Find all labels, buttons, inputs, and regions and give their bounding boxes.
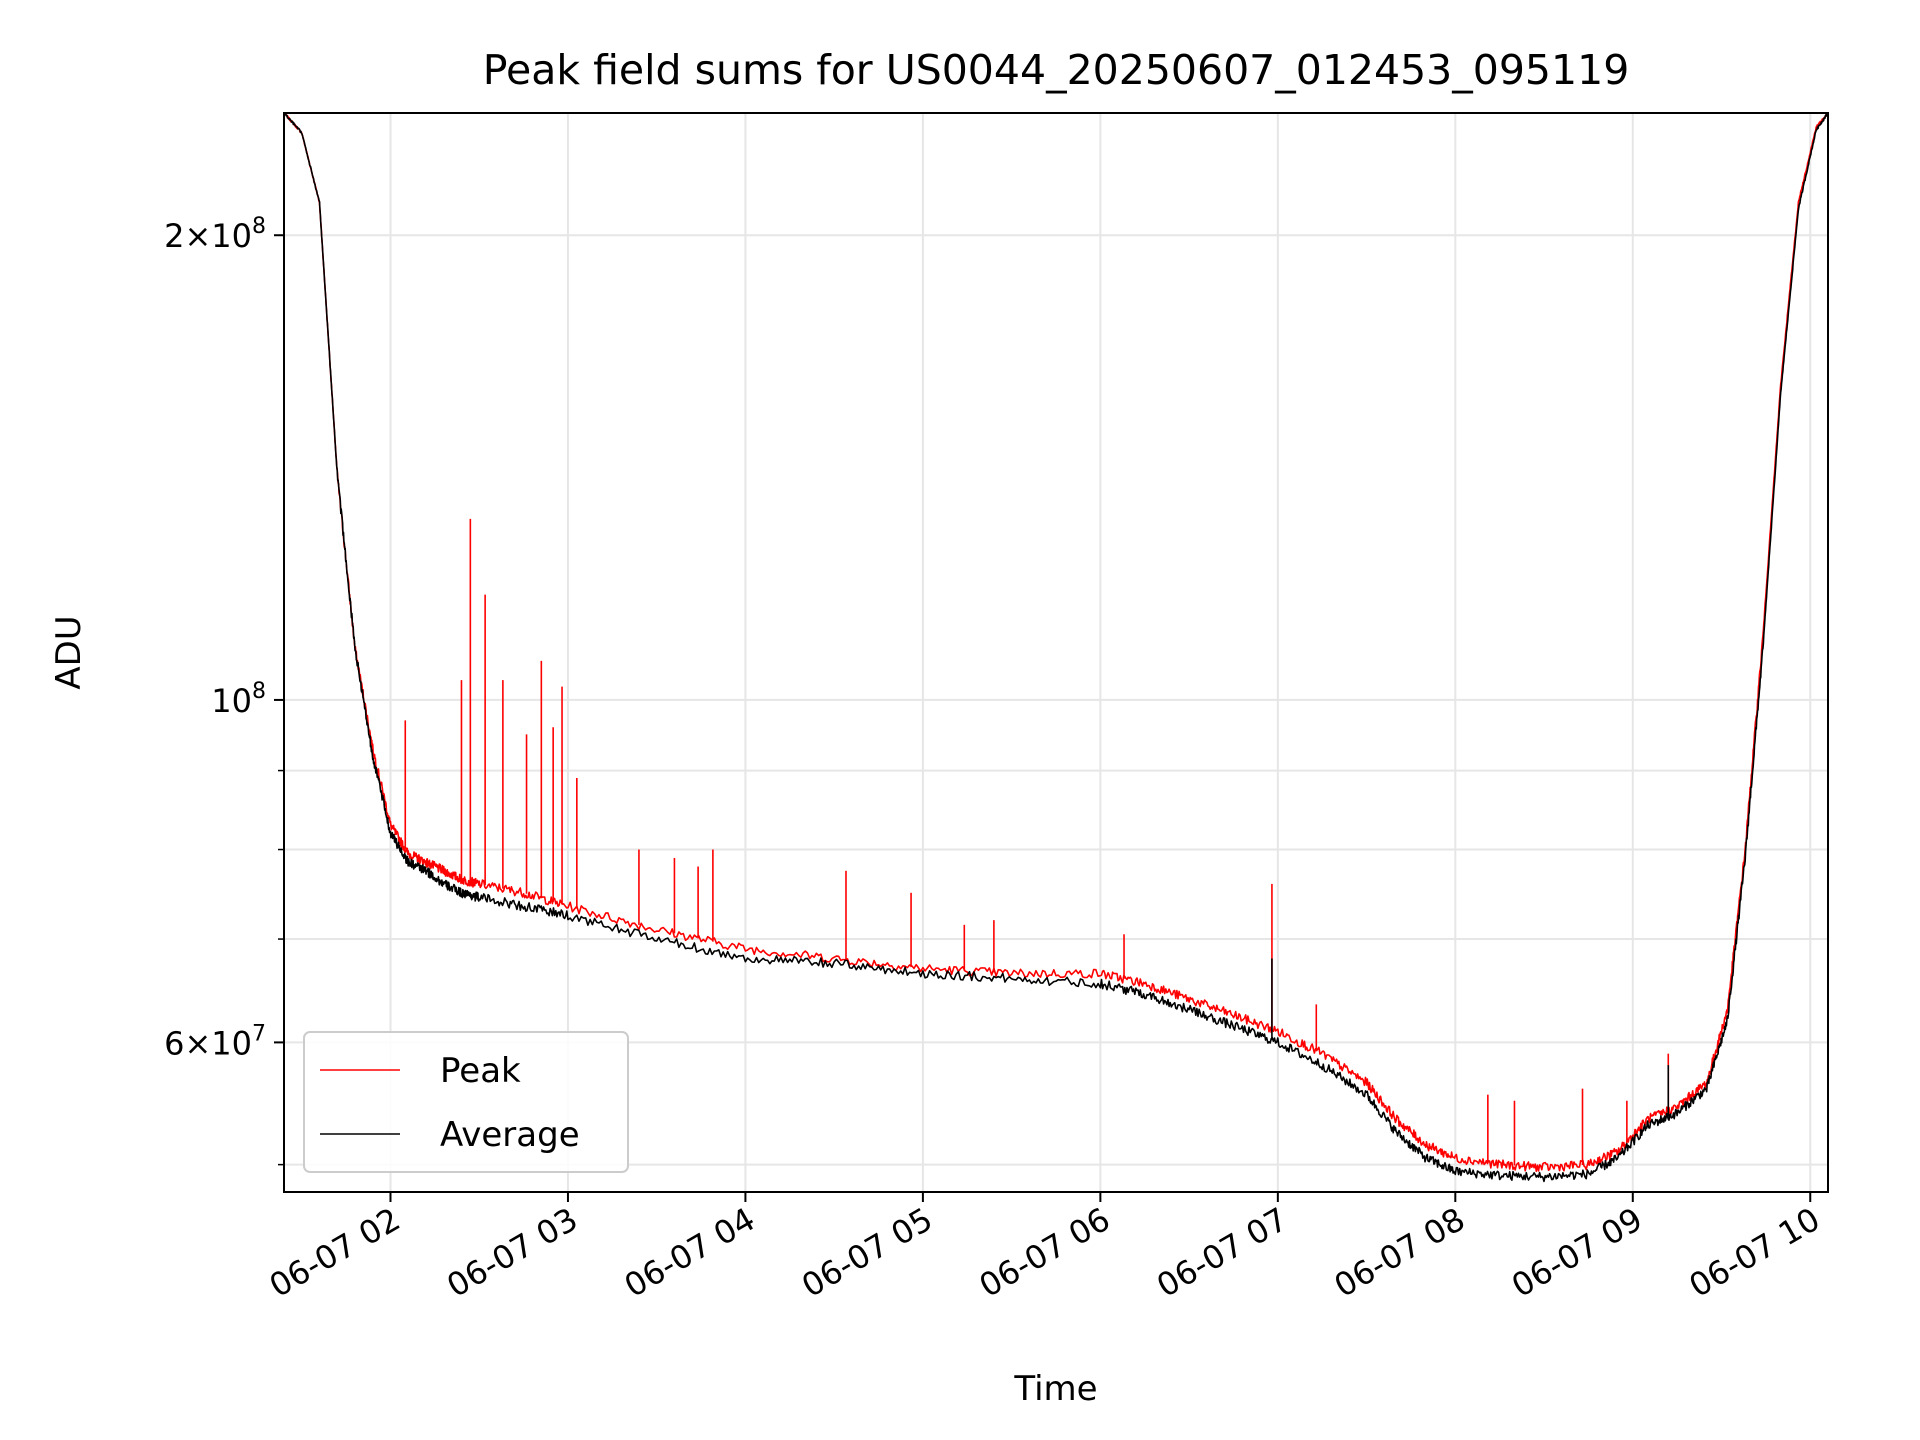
y-axis: 2×108 108 6×107 bbox=[164, 214, 284, 1166]
legend: Peak Average bbox=[303, 1031, 629, 1173]
axes-frame bbox=[283, 112, 1829, 1193]
plot-area bbox=[284, 113, 1828, 1183]
grid bbox=[284, 113, 1828, 1192]
chart-title: Peak field sums for US0044_20250607_0124… bbox=[483, 46, 1630, 94]
y-tick-label: 6×107 bbox=[164, 1021, 266, 1062]
y-tick-label: 2×108 bbox=[164, 214, 266, 255]
y-tick-label: 108 bbox=[211, 679, 266, 720]
x-axis-label: Time bbox=[1013, 1369, 1097, 1409]
legend-label: Peak bbox=[440, 1051, 521, 1091]
series-line-average bbox=[284, 113, 1828, 1183]
legend-box bbox=[303, 1031, 629, 1173]
y-axis-label: ADU bbox=[49, 615, 89, 689]
legend-label: Average bbox=[440, 1115, 580, 1155]
